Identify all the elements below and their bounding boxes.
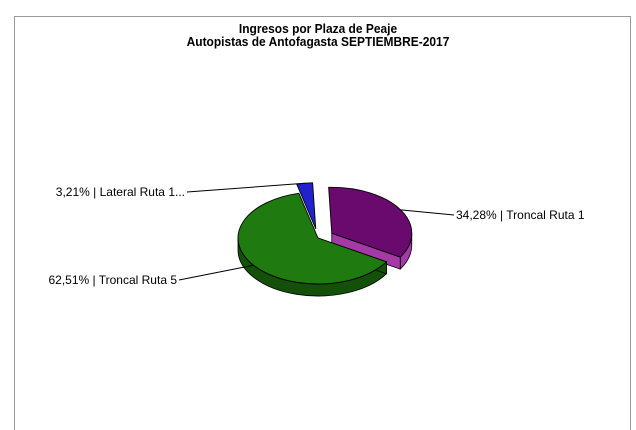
slice-label-1: 62,51% | Troncal Ruta 5 [48, 273, 177, 287]
chart-title: Ingresos por Plaza de Peaje [238, 21, 398, 36]
chart-subtitle: Autopistas de Antofagasta SEPTIEMBRE-201… [186, 34, 450, 49]
chart-frame [14, 16, 631, 430]
leader-line-2 [186, 182, 305, 193]
chart-title-block: Ingresos por Plaza de Peaje Autopistas d… [25, 22, 610, 48]
pie-tops [237, 182, 413, 285]
pie-leader-lines: 34,28% | Troncal Ruta 1 62,51% | Troncal … [48, 182, 585, 287]
pie-slice-0 [328, 186, 413, 258]
leader-line-0 [400, 209, 455, 216]
pie-slice-1 [237, 192, 388, 285]
slice-label-0: 34,28% | Troncal Ruta 1 [456, 208, 585, 222]
leader-line-1 [178, 264, 254, 281]
slice-label-2: 3,21% | Lateral Ruta 1... [56, 185, 185, 199]
